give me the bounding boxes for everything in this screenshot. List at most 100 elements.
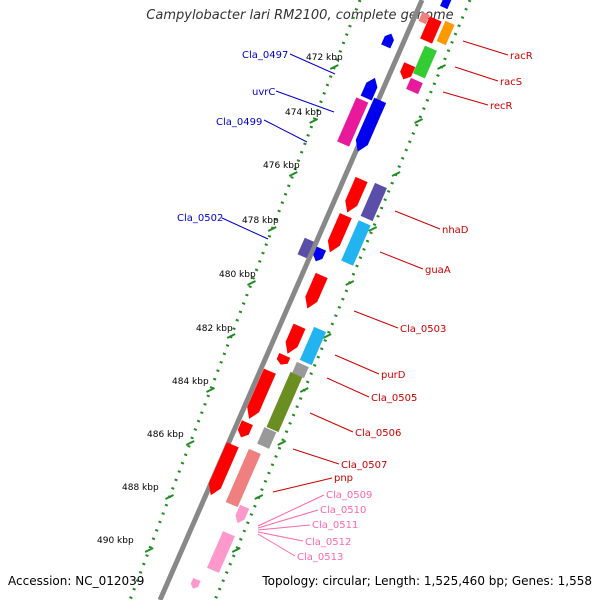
gene-arrow	[327, 213, 352, 253]
label-connector	[257, 524, 311, 531]
tick-mark	[144, 547, 154, 553]
gene-label-cla-0513[interactable]: Cla_0513	[297, 552, 343, 563]
label-connector	[257, 533, 296, 557]
gene-arrow	[276, 353, 291, 365]
tick-label: 474 kbp	[285, 108, 322, 118]
tick-mark	[414, 118, 424, 124]
gene-arrow-cla-0497	[360, 77, 378, 101]
gene-arrow-purd	[299, 326, 327, 366]
gene-label-cla-0507[interactable]: Cla_0507	[341, 460, 387, 471]
tick-mark	[226, 333, 236, 339]
tick-mark	[368, 226, 378, 232]
label-connector	[442, 91, 489, 106]
tick-label: 482 kbp	[196, 324, 233, 334]
gene-arrow	[420, 16, 442, 44]
label-connector	[334, 354, 380, 375]
tick-mark	[437, 64, 446, 70]
tick-mark	[247, 280, 256, 286]
tick-mark	[267, 226, 277, 232]
map-title: Campylobacter lari RM2100, complete geno…	[146, 8, 454, 23]
tick-label: 480 kbp	[219, 270, 256, 280]
gene-arrow-nhad	[360, 182, 387, 222]
gene-label-cla-0512[interactable]: Cla_0512	[305, 537, 351, 548]
gene-label-recr[interactable]: recR	[490, 101, 513, 112]
label-connector	[257, 494, 325, 527]
gene-arrow-guaa	[341, 220, 371, 266]
gene-label-cla-0506[interactable]: Cla_0506	[355, 428, 401, 439]
gene-label-pnp[interactable]: pnp	[334, 473, 353, 484]
gene-label-cla-0499[interactable]: Cla_0499	[216, 117, 262, 128]
gene-arrow	[237, 420, 253, 438]
gene-label-cla-0503[interactable]: Cla_0503	[400, 324, 446, 335]
gene-arrow-cla-0505	[266, 371, 303, 433]
gene-label-uvrc[interactable]: uvrC	[252, 87, 275, 98]
tick-mark	[309, 118, 319, 124]
tick-label: 478 kbp	[242, 216, 279, 226]
label-connector	[394, 210, 441, 230]
gene-label-purd[interactable]: purD	[381, 370, 406, 381]
gene-label-cla-0502[interactable]: Cla_0502	[177, 213, 223, 224]
tick-mark	[299, 387, 309, 393]
gene-arrow	[418, 11, 430, 25]
tick-mark	[231, 547, 241, 553]
label-connector	[326, 377, 370, 398]
tick-mark	[329, 64, 339, 70]
gene-arrow	[247, 368, 276, 419]
gene-arrow-cla-0502	[297, 237, 314, 259]
tick-mark	[254, 494, 264, 500]
label-connector	[462, 40, 509, 56]
gene-label-racs[interactable]: racS	[500, 77, 522, 88]
label-connector	[257, 531, 304, 542]
gene-label-cla-0510[interactable]: Cla_0510	[320, 505, 366, 516]
genome-summary-text: Topology: circular; Length: 1,525,460 bp…	[262, 574, 592, 588]
tick-label: 486 kbp	[147, 430, 184, 440]
tick-mark	[206, 387, 215, 393]
gene-label-cla-0497[interactable]: Cla_0497	[242, 50, 288, 61]
accession-text: Accession: NC_012039	[8, 574, 145, 588]
tick-label: 472 kbp	[306, 53, 343, 63]
gene-arrow-cla-0506	[257, 427, 277, 449]
gene-arrow-cla-0513	[190, 577, 201, 589]
label-connector	[257, 509, 319, 529]
label-connector	[221, 217, 269, 240]
tick-label: 484 kbp	[172, 377, 209, 387]
label-connector	[353, 310, 399, 329]
tick-label: 490 kbp	[97, 536, 134, 546]
outer-dot-track-right	[213, 0, 472, 600]
gene-arrow	[440, 0, 453, 10]
label-connector	[272, 477, 333, 493]
gene-arrow-uvrc	[337, 97, 369, 147]
gene-label-nhad[interactable]: nhaD	[442, 225, 469, 236]
gene-arrow	[305, 272, 328, 309]
tick-label: 476 kbp	[263, 161, 300, 171]
gene-label-cla-0511[interactable]: Cla_0511	[312, 520, 358, 531]
label-connector	[454, 66, 499, 82]
gene-arrow-racr	[412, 45, 437, 79]
gene-arrow-pnp	[225, 448, 261, 508]
tick-mark	[322, 333, 332, 339]
gene-label-cla-0505[interactable]: Cla_0505	[371, 393, 417, 404]
gene-arrow-cla-0499	[355, 97, 387, 152]
tick-mark	[345, 280, 355, 286]
gene-arrow	[436, 20, 455, 46]
gene-arrow-racs	[400, 62, 416, 80]
label-connector	[275, 90, 335, 113]
gene-arrow	[313, 246, 327, 262]
tick-mark	[288, 171, 298, 177]
tick-marks	[144, 64, 446, 553]
gene-label-guaa[interactable]: guaA	[425, 265, 451, 276]
tick-mark	[165, 494, 174, 500]
gene-label-cla-0509[interactable]: Cla_0509	[326, 490, 372, 501]
gene-arrow-cla-0512	[206, 531, 235, 573]
tick-mark	[185, 440, 195, 446]
gene-arrow	[381, 33, 394, 49]
tick-mark	[391, 171, 401, 177]
gene-arrow	[285, 323, 306, 354]
label-connector	[263, 119, 308, 143]
gene-label-racr[interactable]: racR	[510, 51, 533, 62]
label-connector	[289, 53, 336, 75]
gene-arrow-recr	[406, 77, 423, 95]
gene-arrow	[292, 361, 309, 379]
gene-arrow-cla-0509	[235, 504, 250, 524]
